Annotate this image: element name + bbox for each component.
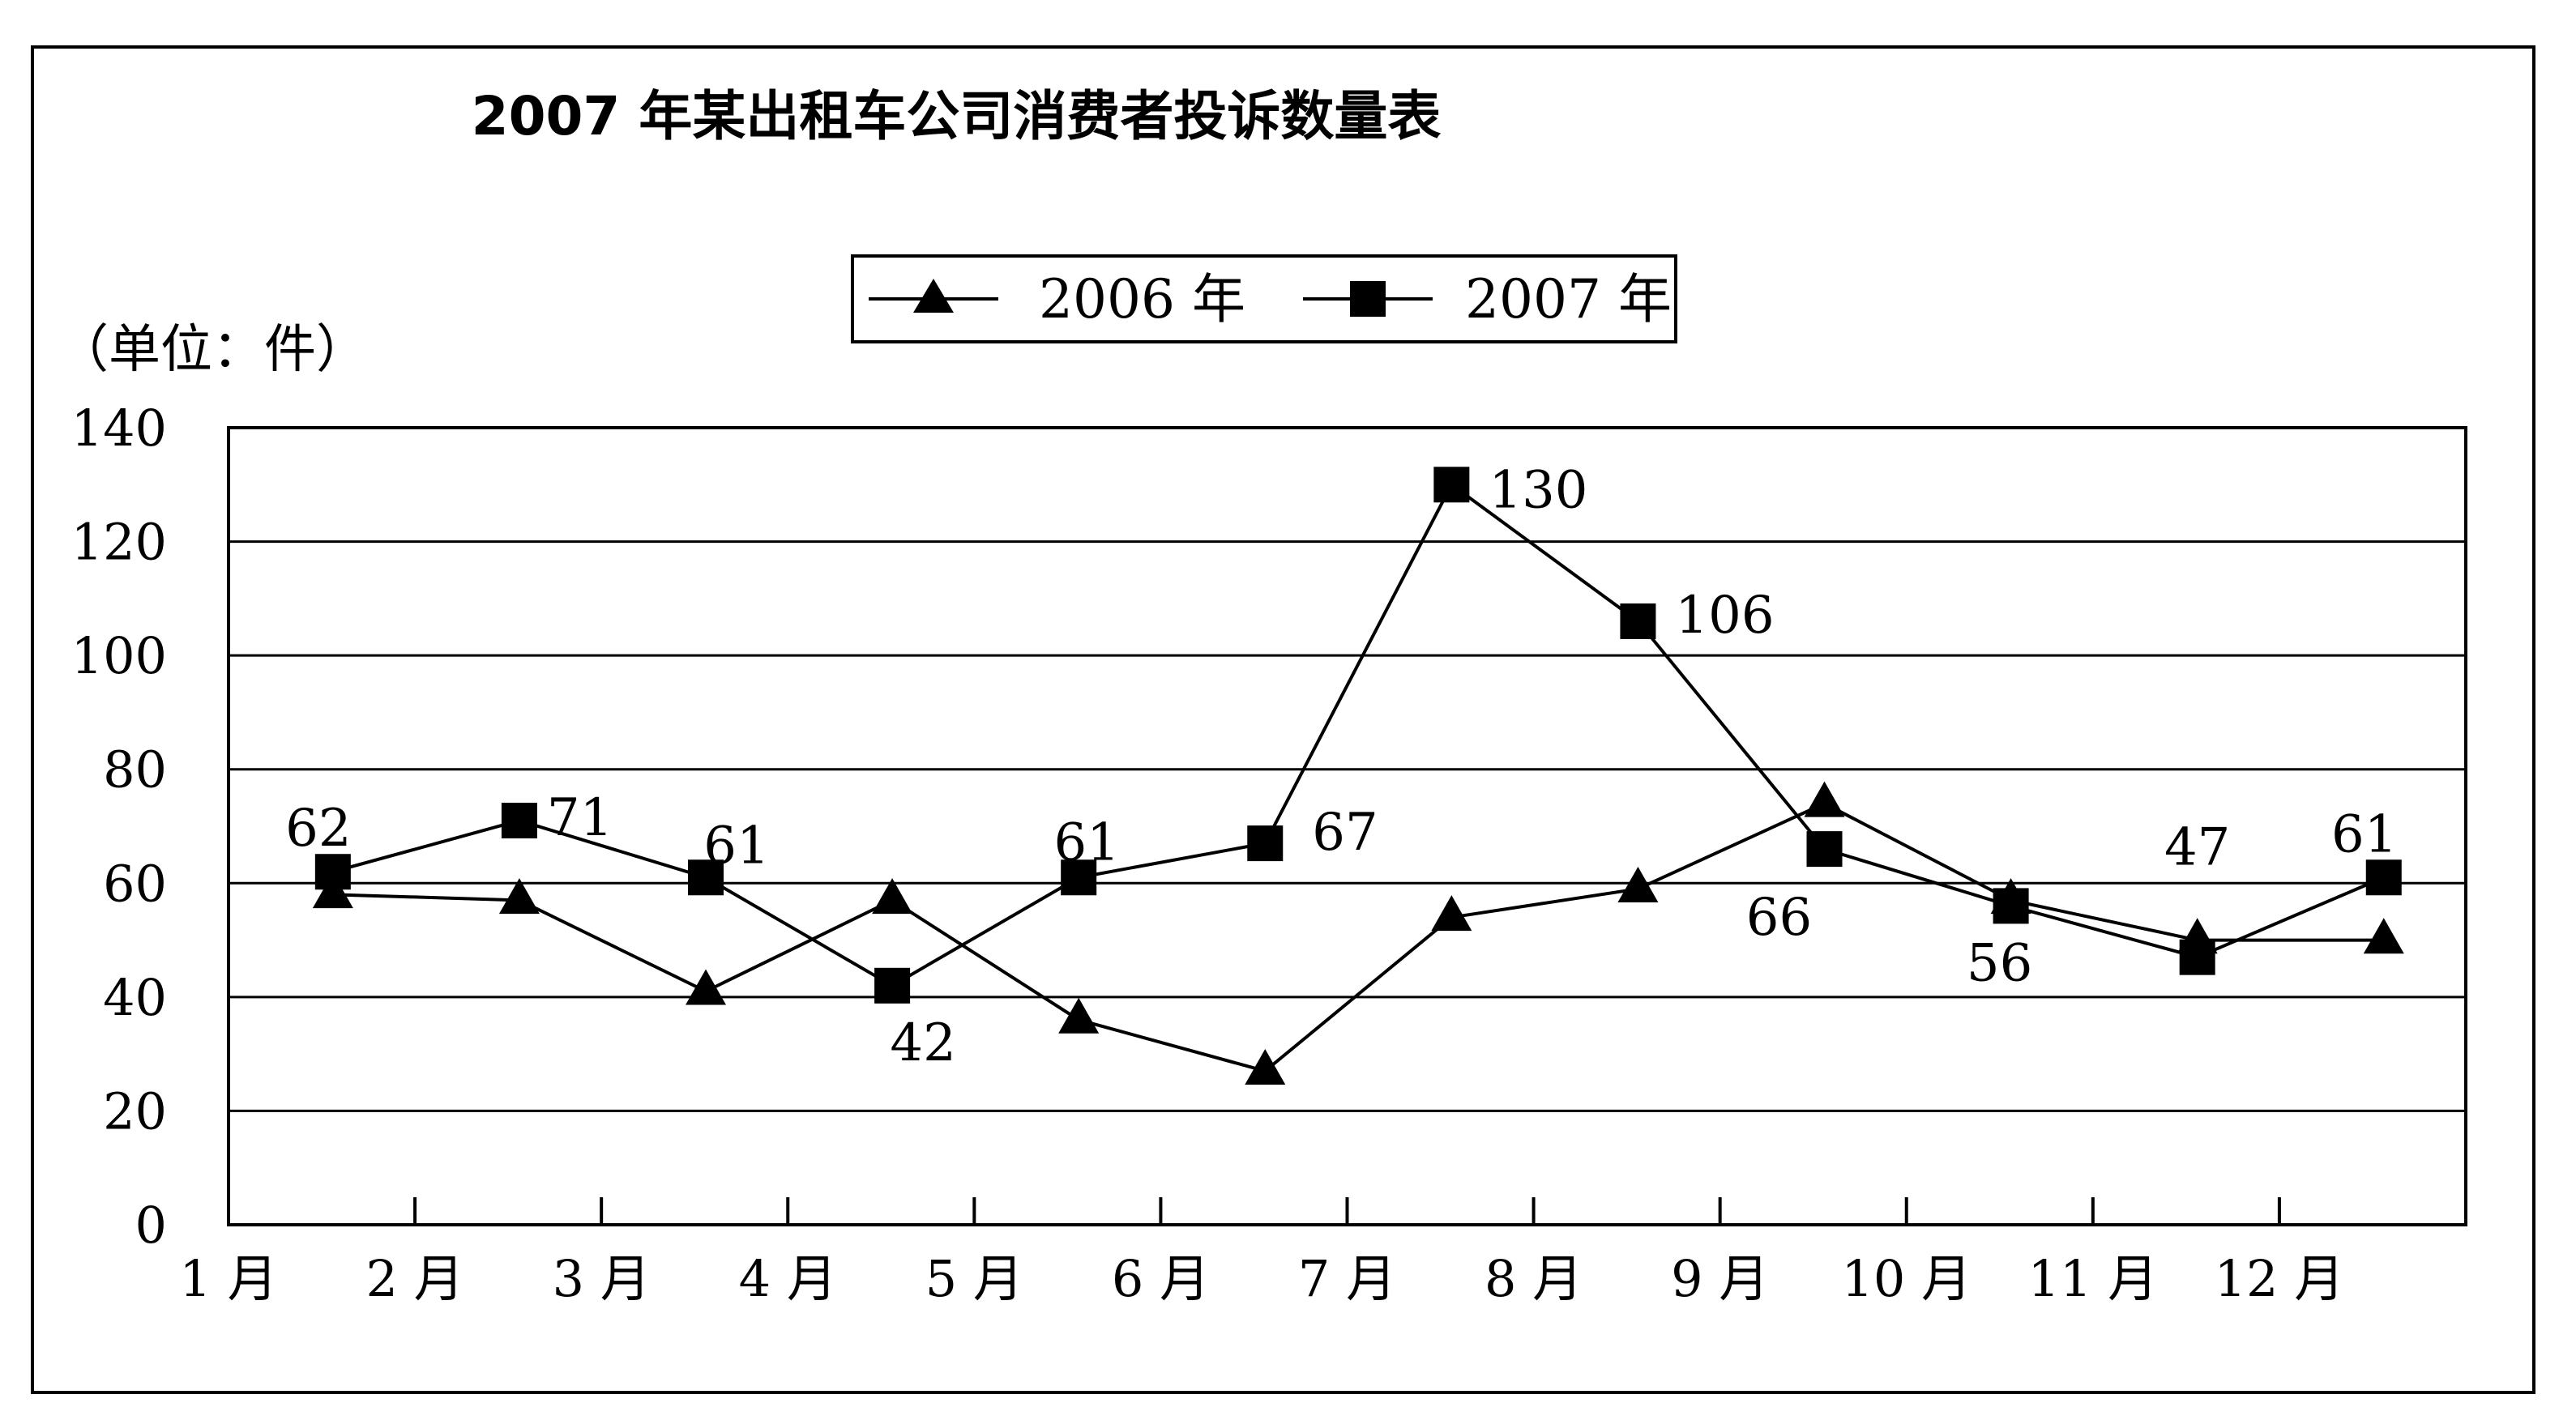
square-marker (1433, 467, 1470, 503)
x-tick-label: 5 月 (925, 1249, 1023, 1308)
triangle-marker (498, 878, 540, 915)
square-marker (2179, 939, 2215, 975)
data-label: 47 (2164, 818, 2230, 878)
series-line (332, 801, 2384, 1073)
triangle-marker (686, 969, 727, 1005)
x-tick-label: 6 月 (1112, 1249, 1210, 1308)
square-marker (1061, 859, 1097, 896)
square-marker (314, 854, 351, 890)
x-tick-label: 8 月 (1485, 1249, 1583, 1308)
triangle-marker (872, 878, 913, 915)
x-tick-label: 12 月 (2215, 1249, 2345, 1308)
data-label: 42 (890, 1013, 955, 1073)
data-label: 62 (285, 799, 351, 859)
data-label: 106 (1675, 586, 1774, 646)
square-marker (1620, 603, 1656, 639)
unit-label: （单位：件） (57, 320, 368, 380)
triangle-marker (1617, 867, 1659, 903)
square-marker (1806, 831, 1843, 868)
triangle-marker (312, 872, 353, 909)
y-tick-label: 100 (71, 626, 167, 685)
y-tick-label: 20 (103, 1081, 167, 1141)
square-marker (2365, 859, 2402, 896)
legend-square-marker (1350, 281, 1386, 317)
square-marker (688, 859, 724, 896)
triangle-marker (1058, 997, 1100, 1034)
square-marker (874, 967, 911, 1004)
plot-area: 0 20 40 60 80 100 120 140 1 月 2 月 3 月 4 月 5 月 6 月 7 月 8… (71, 399, 2467, 1308)
x-tick-label: 1 月 (179, 1249, 277, 1308)
legend-label-2006: 2006 年 (1039, 268, 1245, 330)
triangle-marker (2363, 918, 2404, 954)
plot-border (227, 426, 2467, 1226)
data-label: 61 (2331, 804, 2397, 864)
x-tick-label: 11 月 (2028, 1249, 2159, 1308)
triangle-marker (1431, 895, 1472, 932)
series-line (332, 482, 2385, 988)
legend-box (851, 254, 1677, 343)
chart-title: 2007 年某出租车公司消费者投诉数量表 (471, 85, 1442, 147)
x-tick-label: 7 月 (1298, 1249, 1396, 1308)
data-label: 61 (703, 816, 769, 876)
square-marker (1993, 888, 2029, 924)
data-label: 66 (1746, 888, 1812, 948)
legend-label-2007: 2007 年 (1465, 268, 1672, 330)
y-tick-label: 40 (103, 968, 167, 1027)
legend: 2006 年 2007 年 (851, 254, 1677, 343)
y-tick-label: 80 (103, 740, 167, 800)
data-label: 71 (547, 788, 613, 848)
data-label: 56 (1967, 933, 2032, 993)
data-label: 61 (1053, 812, 1119, 872)
x-tick-label: 2 月 (366, 1249, 464, 1308)
x-tick-label: 9 月 (1671, 1249, 1769, 1308)
x-tick-label: 10 月 (1841, 1249, 1972, 1308)
square-marker (1247, 825, 1284, 862)
x-tick-label: 4 月 (739, 1249, 837, 1308)
triangle-marker (1804, 781, 1845, 817)
data-label: 67 (1312, 803, 1378, 863)
y-tick-label: 60 (103, 854, 167, 913)
x-tick-label: 3 月 (553, 1249, 651, 1308)
y-tick-label: 120 (71, 513, 167, 572)
series-2007 年: 62 71 61 42 61 67 130 106 66 56 47 61 (285, 460, 2402, 1073)
triangle-marker (1245, 1048, 1286, 1085)
square-marker (501, 802, 537, 838)
y-tick-label: 140 (71, 399, 167, 458)
y-tick-label: 0 (135, 1196, 167, 1255)
legend-triangle-marker (913, 279, 954, 313)
data-label: 130 (1489, 460, 1587, 520)
